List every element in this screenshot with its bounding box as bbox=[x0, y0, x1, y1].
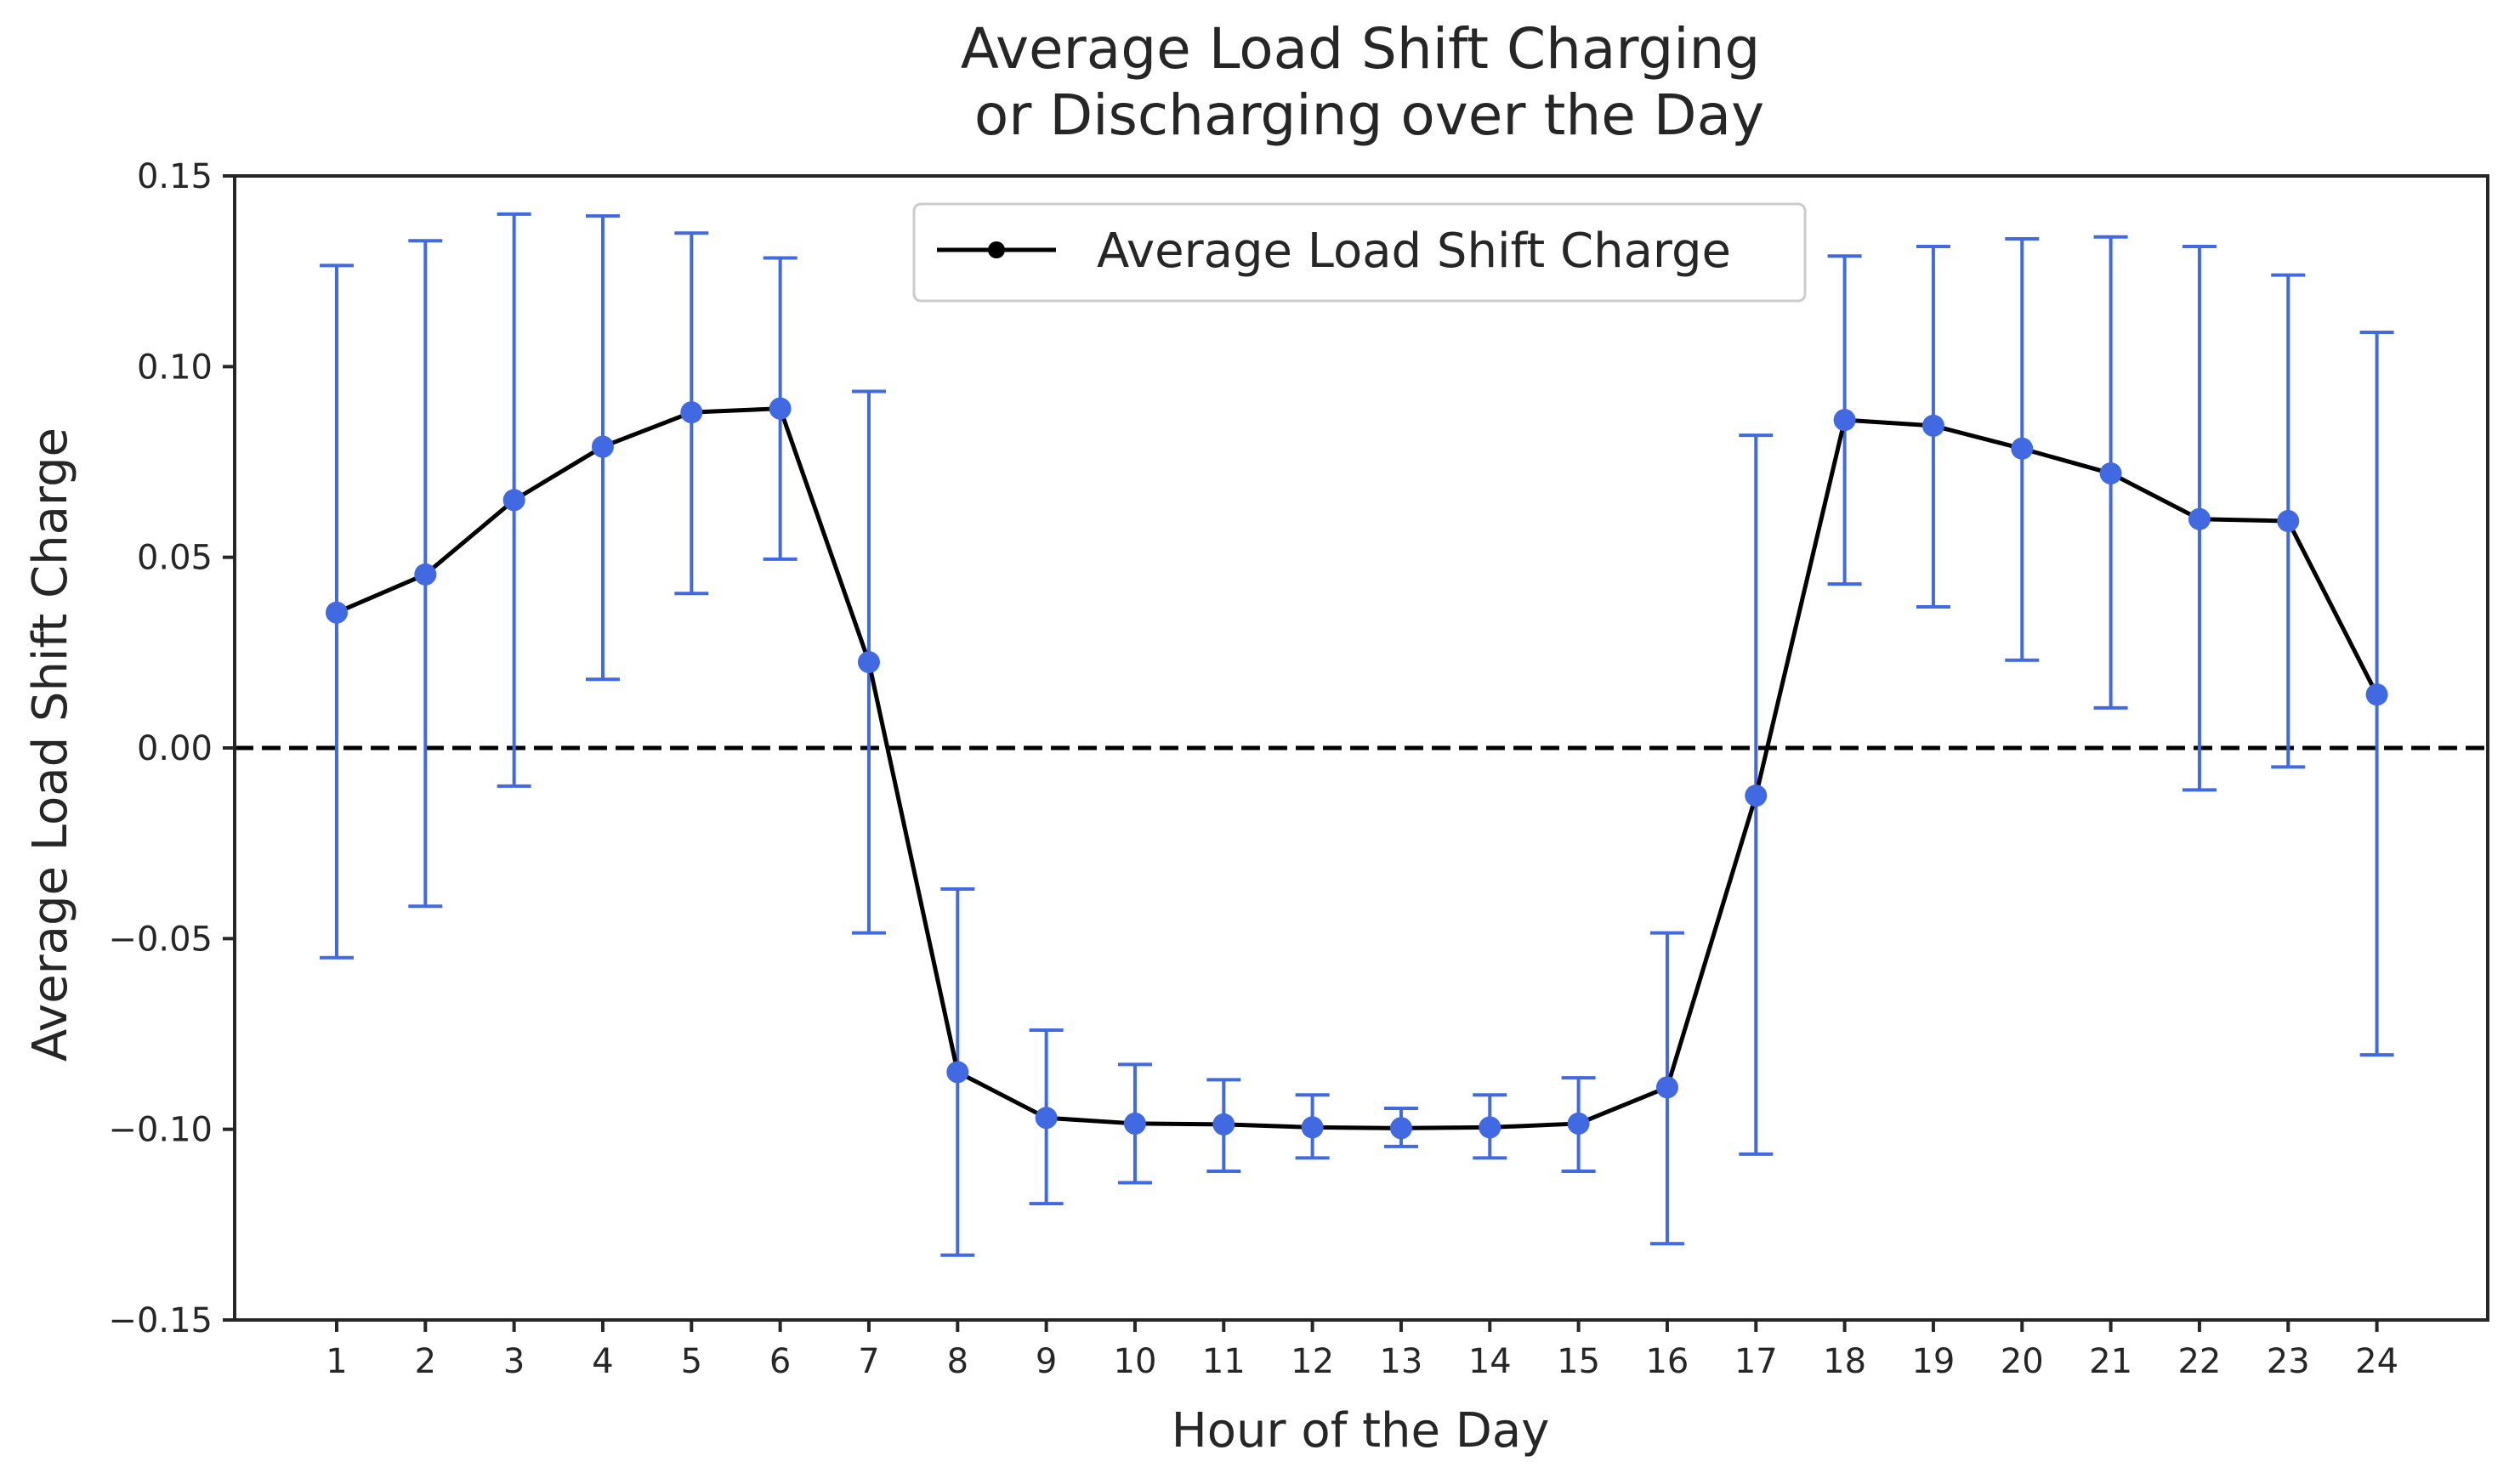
y-tick-label: 0.10 bbox=[137, 348, 213, 387]
chart-title-line-1: Average Load Shift Charging bbox=[961, 16, 1761, 82]
data-point bbox=[1123, 1112, 1146, 1135]
data-point bbox=[1479, 1116, 1501, 1139]
series-line bbox=[335, 406, 2379, 1130]
data-point bbox=[2011, 437, 2034, 460]
x-tick-label: 24 bbox=[2355, 1342, 2398, 1381]
data-point bbox=[1655, 1076, 1678, 1099]
x-tick-label: 16 bbox=[1645, 1342, 1689, 1381]
y-tick-label: 0.00 bbox=[137, 729, 213, 768]
x-tick-label: 19 bbox=[1911, 1342, 1955, 1381]
x-tick-label: 8 bbox=[947, 1342, 968, 1381]
x-tick-label: 18 bbox=[1823, 1342, 1866, 1381]
data-point bbox=[414, 563, 437, 586]
y-tick-label: −0.15 bbox=[108, 1301, 213, 1340]
data-point bbox=[2188, 507, 2211, 530]
data-point bbox=[325, 601, 348, 624]
x-tick-label: 14 bbox=[1468, 1342, 1512, 1381]
y-tick-label: −0.05 bbox=[108, 920, 213, 959]
data-point bbox=[1212, 1113, 1235, 1136]
y-tick-label: 0.05 bbox=[137, 539, 213, 578]
chart-title-line-2: or Discharging over the Day bbox=[956, 82, 1764, 148]
legend-frame bbox=[912, 202, 1807, 303]
x-tick-label: 3 bbox=[503, 1342, 525, 1381]
x-tick-label: 1 bbox=[326, 1342, 347, 1381]
plot-area: −0.15−0.10−0.050.000.050.100.151 2 3 4 5 6 7 8 9… bbox=[108, 157, 2489, 1381]
data-point bbox=[1301, 1116, 1324, 1139]
data-point bbox=[857, 651, 880, 674]
data-point bbox=[1035, 1107, 1058, 1130]
x-tick-label: 10 bbox=[1114, 1342, 1157, 1381]
data-point bbox=[2277, 510, 2300, 533]
x-tick-label: 5 bbox=[681, 1342, 702, 1381]
data-point bbox=[769, 397, 792, 420]
plot-frame bbox=[233, 174, 2489, 1322]
data-point bbox=[591, 435, 614, 458]
x-tick-label: 12 bbox=[1291, 1342, 1334, 1381]
x-tick-label: 6 bbox=[769, 1342, 791, 1381]
x-tick-label: 21 bbox=[2089, 1342, 2132, 1381]
data-point bbox=[502, 489, 525, 512]
x-tick-label: 17 bbox=[1734, 1342, 1778, 1381]
y-axis-label: Average Load Shift Charge bbox=[23, 428, 78, 1062]
x-tick-label: 13 bbox=[1379, 1342, 1422, 1381]
legend-label: Average Load Shift Charge bbox=[1097, 224, 1731, 279]
data-point bbox=[680, 401, 703, 424]
data-point bbox=[2099, 462, 2122, 484]
legend-marker-sample bbox=[988, 241, 1005, 258]
x-tick-label: 11 bbox=[1202, 1342, 1246, 1381]
y-tick-label: 0.15 bbox=[137, 157, 213, 196]
legend: Average Load Shift Charge bbox=[912, 202, 1807, 303]
x-tick-label: 7 bbox=[858, 1342, 879, 1381]
x-tick-label: 9 bbox=[1036, 1342, 1057, 1381]
data-point bbox=[1389, 1117, 1412, 1140]
x-tick-label: 15 bbox=[1557, 1342, 1600, 1381]
data-point bbox=[2365, 683, 2388, 706]
data-point bbox=[1567, 1112, 1590, 1135]
x-tick-label: 2 bbox=[415, 1342, 436, 1381]
data-point bbox=[946, 1061, 969, 1084]
x-tick-label: 22 bbox=[2177, 1342, 2221, 1381]
data-point bbox=[1833, 409, 1856, 432]
x-tick-label: 23 bbox=[2267, 1342, 2310, 1381]
data-point bbox=[1745, 784, 1768, 807]
x-tick-label: 20 bbox=[2001, 1342, 2044, 1381]
x-tick-label: 4 bbox=[592, 1342, 613, 1381]
data-point bbox=[1921, 414, 1944, 437]
x-axis-label: Hour of the Day bbox=[1172, 1403, 1550, 1459]
y-tick-label: −0.10 bbox=[108, 1111, 213, 1150]
